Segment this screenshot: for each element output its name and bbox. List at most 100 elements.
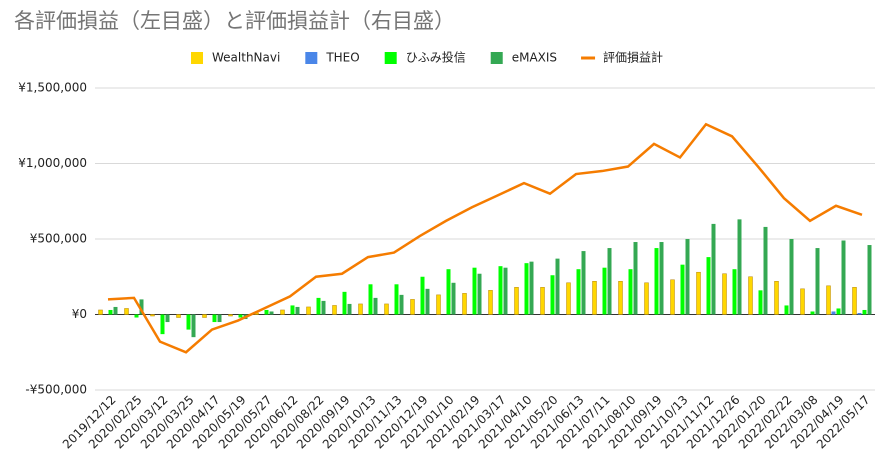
bar [800, 288, 805, 315]
legend-label: ひふみ投信 [406, 50, 466, 65]
bar [748, 276, 753, 315]
legend-label: eMAXIS [512, 51, 557, 65]
bar [524, 263, 529, 315]
bar [644, 282, 649, 315]
bar [784, 305, 789, 315]
bar [321, 300, 326, 315]
bar [191, 314, 196, 338]
bar [368, 284, 373, 315]
bar [290, 305, 295, 315]
bar [581, 251, 586, 315]
bar [732, 269, 737, 315]
bar [420, 276, 425, 315]
bar [696, 271, 701, 315]
bar [711, 223, 716, 315]
bar [228, 314, 233, 317]
bar [826, 285, 831, 315]
bar [514, 287, 519, 315]
bar [810, 311, 815, 315]
bar [139, 299, 144, 315]
bar [815, 248, 820, 315]
y-tick-label: ¥500,000 [30, 232, 87, 246]
bar [706, 257, 711, 315]
bar [685, 239, 690, 315]
bar [98, 309, 103, 315]
bar [628, 269, 633, 315]
bar [202, 314, 207, 318]
bar [316, 297, 321, 315]
legend: WealthNavi THEO ひふみ投信 eMAXIS 評価損益計 [191, 50, 663, 65]
bar [498, 266, 503, 315]
bar [472, 267, 477, 315]
bar [488, 290, 493, 315]
bar [592, 281, 597, 315]
bar [576, 269, 581, 315]
bar [150, 314, 155, 317]
bar [758, 290, 763, 315]
bar [269, 311, 274, 315]
bar [446, 269, 451, 315]
bar [852, 287, 857, 315]
bar [654, 248, 659, 315]
legend-label: THEO [325, 51, 359, 65]
y-tick-label: ¥0 [72, 307, 87, 321]
legend-marker [191, 52, 203, 64]
legend-label: WealthNavi [212, 51, 280, 65]
bar [347, 303, 352, 315]
bar [165, 314, 170, 323]
bar [789, 239, 794, 315]
bar [550, 275, 555, 315]
bar [555, 258, 560, 315]
bar [862, 309, 867, 315]
bar [176, 314, 181, 318]
bar [503, 267, 508, 315]
bar [399, 294, 404, 315]
bar [774, 281, 779, 315]
y-tick-label: ¥1,000,000 [18, 156, 87, 170]
bar [618, 281, 623, 315]
bar [722, 273, 727, 315]
legend-marker [490, 52, 503, 64]
y-tick-label: -¥500,000 [25, 383, 87, 397]
bar [602, 267, 607, 315]
chart-title: 各評価損益（左目盛）と評価損益計（右目盛） [14, 9, 455, 33]
bar [451, 282, 456, 315]
bar [358, 303, 363, 315]
bar [332, 305, 337, 315]
legend-marker [305, 52, 318, 64]
bar [831, 311, 836, 315]
bar [186, 314, 191, 330]
bar [238, 314, 243, 318]
bar [124, 308, 129, 315]
bar [108, 309, 113, 315]
bar [670, 279, 675, 315]
bar [477, 273, 482, 315]
legend-marker [384, 52, 397, 64]
bar [607, 248, 612, 315]
bar [659, 242, 664, 315]
bar [306, 306, 311, 315]
bar [763, 226, 768, 315]
bar [436, 294, 441, 315]
bar [529, 261, 534, 315]
bar [462, 293, 467, 315]
bar [680, 264, 685, 315]
bar [540, 287, 545, 315]
bar [384, 303, 389, 315]
bar [264, 309, 269, 315]
bar [280, 309, 285, 315]
bar [737, 219, 742, 315]
bar [217, 314, 222, 323]
bar [857, 312, 862, 315]
bar [867, 245, 872, 315]
bar [410, 299, 415, 315]
bar [160, 314, 165, 335]
line [107, 122, 863, 354]
bar [212, 314, 217, 323]
bar [134, 314, 139, 318]
bar [394, 284, 399, 315]
legend-label: 評価損益計 [603, 50, 663, 65]
y-tick-label: ¥1,500,000 [18, 81, 87, 95]
bar [566, 282, 571, 315]
